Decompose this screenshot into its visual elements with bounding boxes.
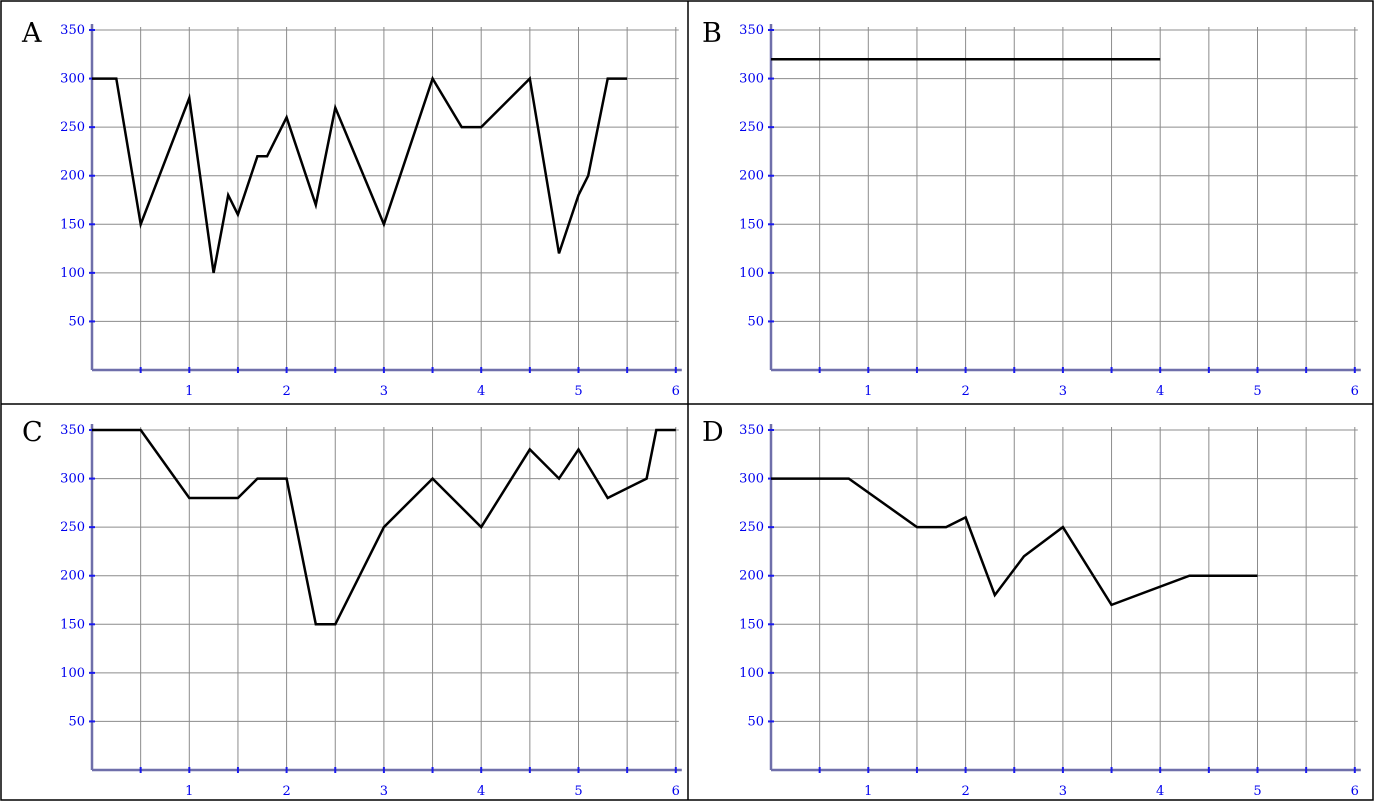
y-tick-label: 200 [60, 569, 85, 584]
y-tick-label: 250 [739, 520, 764, 535]
series-line [92, 75, 628, 274]
x-tick-label: 3 [380, 384, 388, 399]
y-tick-label: 50 [68, 714, 85, 729]
series-line [92, 428, 676, 626]
x-tick-label: 2 [961, 384, 969, 399]
y-tick-label: 100 [739, 666, 764, 681]
y-tick-label: 100 [739, 266, 764, 281]
y-tick-label: 200 [739, 569, 764, 584]
x-tick-label: 2 [282, 384, 290, 399]
y-tick-label: 300 [739, 72, 764, 87]
y-tick-label: 350 [739, 423, 764, 438]
y-tick-label: 350 [60, 23, 85, 38]
x-tick-label: 5 [574, 784, 582, 799]
panel-label: D [702, 417, 724, 448]
x-tick-label: 2 [282, 784, 290, 799]
panel-label: B [702, 18, 722, 49]
x-tick-label: 4 [1156, 784, 1164, 799]
x-tick-label: 1 [185, 784, 193, 799]
x-tick-label: 3 [380, 784, 388, 799]
y-tick-label: 150 [739, 217, 764, 232]
y-tick-label: 250 [739, 120, 764, 135]
y-tick-label: 100 [60, 666, 85, 681]
x-tick-label: 4 [477, 784, 485, 799]
y-tick-label: 200 [739, 169, 764, 184]
x-tick-label: 6 [672, 384, 680, 399]
y-tick-label: 300 [60, 72, 85, 87]
x-tick-label: 5 [1253, 784, 1261, 799]
x-tick-label: 1 [864, 784, 872, 799]
x-tick-label: 1 [185, 384, 193, 399]
x-tick-label: 3 [1059, 384, 1067, 399]
x-tick-label: 2 [961, 784, 969, 799]
y-tick-label: 150 [739, 617, 764, 632]
x-tick-label: 5 [574, 384, 582, 399]
y-tick-label: 50 [747, 714, 764, 729]
panel-d: 1 2 3 4 5 6 50 100 150 200 250 300 350 D [702, 417, 1361, 799]
y-tick-label: 350 [60, 423, 85, 438]
y-tick-label: 150 [60, 617, 85, 632]
y-tick-label: 300 [60, 472, 85, 487]
panel-b: 1 2 3 4 5 6 50 100 150 200 250 300 350 B [702, 18, 1361, 399]
panel-label: C [22, 417, 43, 448]
x-tick-label: 6 [672, 784, 680, 799]
x-tick-label: 3 [1059, 784, 1067, 799]
panel-c: 1 2 3 4 5 6 50 100 150 200 250 300 350 C [22, 417, 682, 799]
panel-a: 1 2 3 4 5 6 50 100 150 200 250 300 350 A [21, 18, 682, 399]
y-tick-label: 250 [60, 520, 85, 535]
y-tick-label: 300 [739, 472, 764, 487]
y-tick-label: 50 [747, 314, 764, 329]
x-tick-label: 4 [1156, 384, 1164, 399]
x-tick-label: 5 [1253, 384, 1261, 399]
y-tick-label: 150 [60, 217, 85, 232]
y-tick-label: 50 [68, 314, 85, 329]
y-tick-label: 250 [60, 120, 85, 135]
y-tick-label: 350 [739, 23, 764, 38]
panel-label: A [21, 18, 42, 49]
x-tick-label: 6 [1351, 784, 1359, 799]
x-tick-label: 4 [477, 384, 485, 399]
y-tick-label: 200 [60, 169, 85, 184]
x-tick-label: 1 [864, 384, 872, 399]
x-tick-label: 6 [1351, 384, 1359, 399]
y-tick-label: 100 [60, 266, 85, 281]
series-line [771, 477, 1258, 607]
